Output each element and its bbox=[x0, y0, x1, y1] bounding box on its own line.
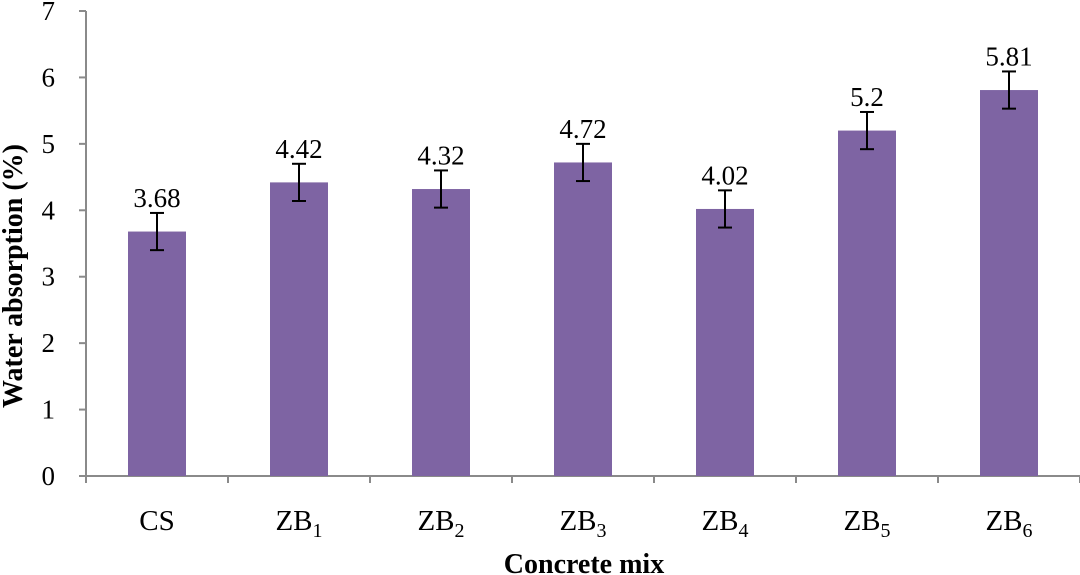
bar bbox=[128, 231, 186, 476]
bar bbox=[980, 90, 1038, 477]
bar bbox=[838, 130, 896, 477]
bar bbox=[412, 189, 470, 476]
x-tick-label: CS bbox=[139, 505, 174, 537]
x-tick-label: ZB5 bbox=[843, 505, 890, 542]
bar bbox=[554, 162, 612, 476]
bar bbox=[270, 182, 328, 476]
x-tick-label: ZB1 bbox=[275, 505, 322, 542]
x-tick-label: ZB3 bbox=[559, 505, 606, 542]
error-bars bbox=[150, 70, 1016, 252]
data-label: 5.2 bbox=[850, 82, 884, 112]
y-axis-title: Water absorption (%) bbox=[0, 144, 29, 408]
y-tick-label: 0 bbox=[42, 461, 56, 491]
data-label: 5.81 bbox=[985, 41, 1032, 71]
bar bbox=[696, 208, 754, 476]
y-tick-label: 4 bbox=[42, 195, 56, 225]
x-axis: CS ZB1 ZB2 ZB3 ZB4 ZB5 ZB6 bbox=[85, 475, 1080, 542]
y-tick-label: 2 bbox=[42, 328, 56, 358]
y-tick-label: 6 bbox=[42, 62, 56, 92]
bars bbox=[128, 90, 1038, 477]
y-tick-label: 1 bbox=[42, 395, 56, 425]
x-tick-label: ZB6 bbox=[985, 505, 1032, 542]
x-tick-label: ZB4 bbox=[701, 505, 748, 542]
y-axis: 0 1 2 3 4 5 6 7 bbox=[42, 0, 87, 491]
data-labels: 3.68 4.42 4.32 4.72 4.02 5.2 5.81 bbox=[133, 41, 1032, 212]
data-label: 3.68 bbox=[133, 183, 180, 213]
x-tick-label: ZB2 bbox=[417, 505, 464, 542]
y-tick-label: 7 bbox=[42, 0, 56, 26]
data-label: 4.42 bbox=[275, 134, 322, 164]
data-label: 4.02 bbox=[701, 160, 748, 190]
y-tick-label: 3 bbox=[42, 262, 56, 292]
data-label: 4.32 bbox=[417, 140, 464, 170]
y-tick-label: 5 bbox=[42, 129, 56, 159]
x-axis-title: Concrete mix bbox=[504, 549, 664, 575]
data-label: 4.72 bbox=[559, 114, 606, 144]
